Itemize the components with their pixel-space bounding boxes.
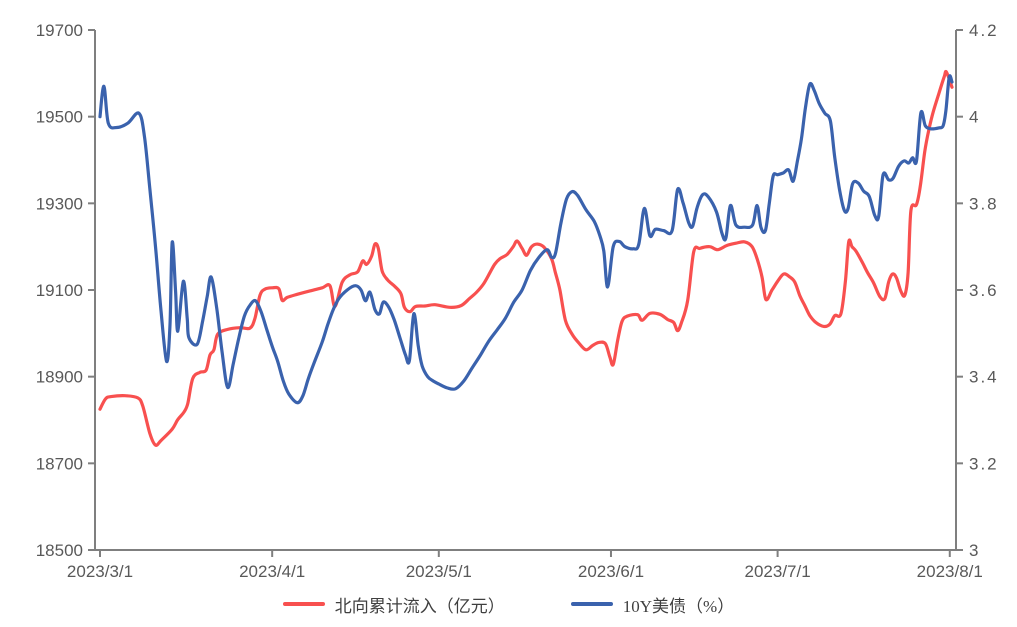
right-axis-tick-label: 4 — [969, 108, 980, 127]
legend-label-northbound-flow: 北向累计流入（亿元） — [334, 596, 505, 616]
x-axis-tick-label: 2023/8/1 — [917, 562, 983, 581]
legend-label-10y-ust: 10Y美债（%） — [622, 596, 735, 616]
right-axis-tick-label: 3.4 — [969, 368, 999, 387]
legend-line-marker-blue — [570, 602, 613, 606]
x-axis-tick-label: 2023/4/1 — [239, 562, 305, 581]
right-axis-tick-label: 3.8 — [969, 194, 999, 213]
x-axis-tick-label: 2023/7/1 — [745, 562, 811, 581]
right-axis-tick-label: 4.2 — [969, 21, 999, 40]
right-axis-tick-label: 3.6 — [969, 281, 999, 300]
series-line-10y-ust — [98, 74, 954, 405]
x-axis-tick-label: 2023/3/1 — [67, 562, 133, 581]
left-axis-tick-label: 19700 — [36, 21, 83, 40]
right-axis-tick-label: 3 — [969, 541, 980, 560]
left-axis-tick-label: 19500 — [36, 108, 83, 127]
legend-item-northbound-flow: 北向累计流入（亿元） — [282, 592, 505, 617]
x-axis-tick-label: 2023/6/1 — [578, 562, 644, 581]
chart-legend: 北向累计流入（亿元） 10Y美债（%） — [0, 588, 1017, 620]
left-axis-tick-label: 19300 — [36, 194, 83, 213]
legend-line-marker-red — [282, 602, 325, 606]
right-axis-tick-label: 3.2 — [969, 454, 999, 473]
series-line-northbound-flow — [98, 69, 954, 447]
legend-item-10y-ust: 10Y美债（%） — [570, 592, 735, 617]
left-axis-tick-label: 18500 — [36, 541, 83, 560]
left-axis-tick-label: 18700 — [36, 454, 83, 473]
x-axis-tick-label: 2023/5/1 — [406, 562, 472, 581]
left-axis-tick-label: 18900 — [36, 368, 83, 387]
left-axis-tick-label: 19100 — [36, 281, 83, 300]
